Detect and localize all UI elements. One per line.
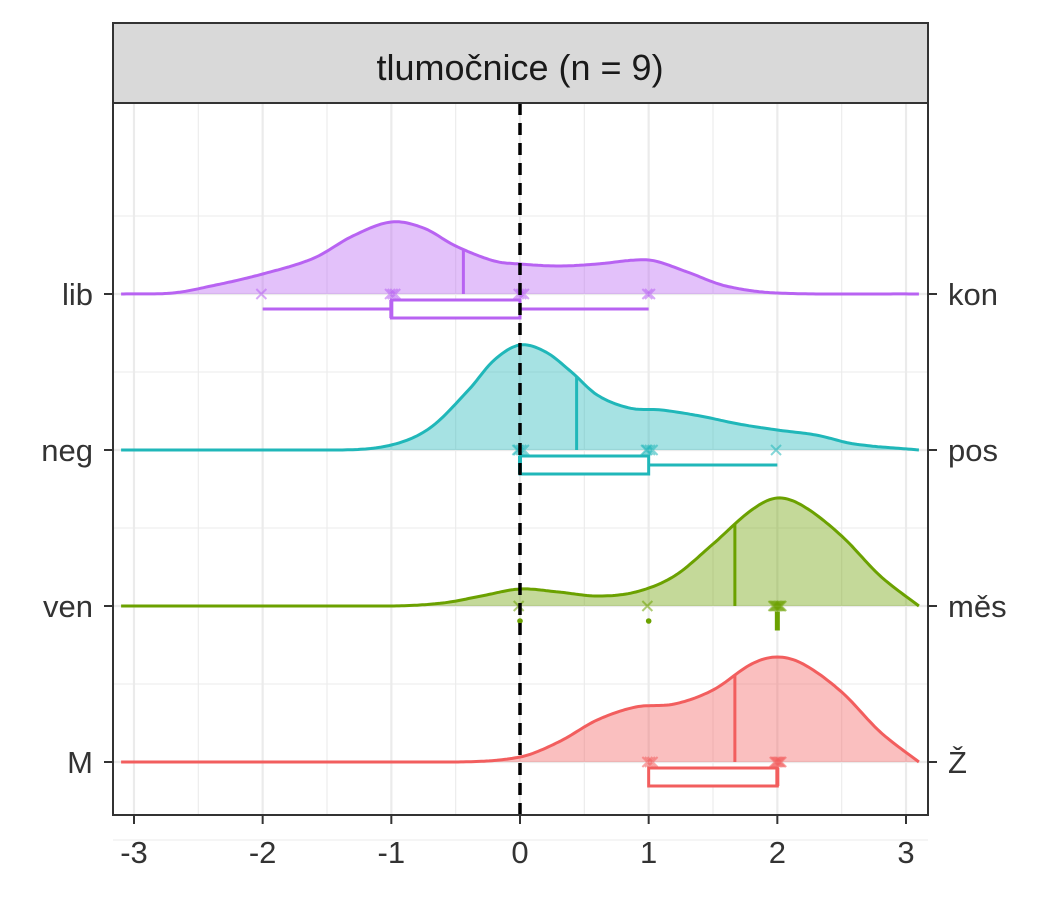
density-area <box>121 657 919 762</box>
ridge-M <box>121 655 920 788</box>
density-area <box>121 221 919 294</box>
x-tick-label: 2 <box>769 835 786 870</box>
y-label-left: neg <box>41 433 93 468</box>
data-point <box>641 756 654 768</box>
data-point <box>386 288 399 300</box>
x-tick-label: 1 <box>640 835 657 870</box>
data-point <box>389 288 401 300</box>
data-point <box>774 756 786 768</box>
data-point <box>770 444 782 456</box>
density-area <box>121 497 919 606</box>
y-label-left: lib <box>62 277 93 312</box>
data-point <box>644 288 656 300</box>
data-point <box>384 288 396 300</box>
facet-title: tlumočnice (n = 9) <box>376 47 663 88</box>
y-label-left: ven <box>43 589 93 624</box>
data-point <box>644 756 656 768</box>
x-tick-label: -2 <box>249 835 277 870</box>
data-point <box>640 444 652 456</box>
data-point <box>767 600 780 612</box>
y-label-left: M <box>67 745 93 780</box>
data-point <box>769 756 781 768</box>
box <box>647 766 779 788</box>
data-point <box>771 600 784 612</box>
data-point <box>644 444 656 456</box>
data-point <box>255 288 268 300</box>
ridges <box>121 220 920 788</box>
data-point <box>771 756 784 768</box>
outlier-point <box>517 618 523 624</box>
density-line <box>121 655 920 764</box>
x-tick-label: 3 <box>897 835 914 870</box>
data-point <box>641 600 654 612</box>
facet-strip <box>112 22 929 104</box>
y-label-right: měs <box>948 589 1007 624</box>
data-point <box>641 288 654 300</box>
y-label-right: Ž <box>948 745 967 780</box>
density-area <box>121 344 919 450</box>
x-tick-label: 0 <box>511 835 528 870</box>
y-label-right: pos <box>948 433 998 468</box>
axes: -3 -2 -1 0 1 2 3 lib kon neg pos ven měs M Ž <box>41 277 1006 870</box>
box <box>389 298 522 320</box>
x-tick-label: -3 <box>120 835 148 870</box>
box <box>518 454 651 476</box>
outlier-point <box>645 618 652 624</box>
data-point <box>646 756 659 768</box>
y-label-right: kon <box>948 277 998 312</box>
x-tick-label: -1 <box>378 835 406 870</box>
